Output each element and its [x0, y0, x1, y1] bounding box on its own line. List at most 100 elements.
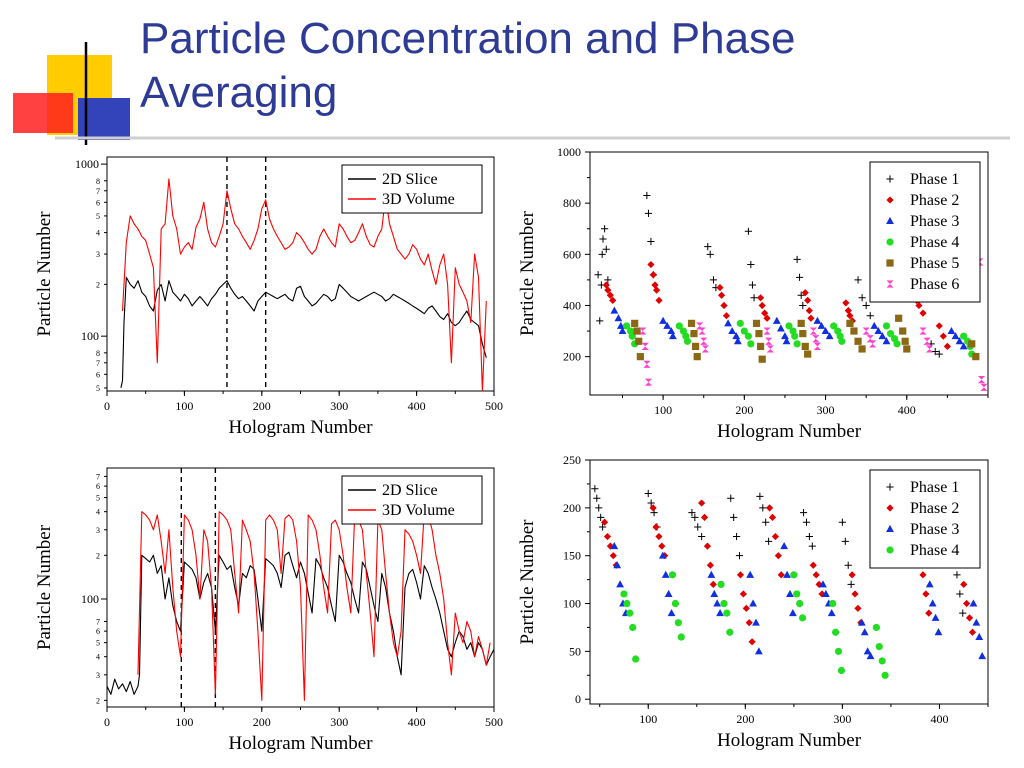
data-point: [960, 332, 968, 340]
x-tick-label: 200: [736, 712, 754, 726]
data-point: [733, 337, 742, 345]
data-point: [653, 286, 661, 294]
y-minor-tick-label: 6: [96, 482, 100, 491]
y-minor-tick-label: 6: [96, 198, 100, 207]
data-point: [801, 342, 809, 350]
data-point: [716, 283, 724, 292]
data-point: [781, 332, 789, 340]
y-minor-tick-label: 2: [96, 551, 100, 560]
data-point: [765, 504, 774, 512]
y-minor-tick-label: 7: [96, 359, 100, 368]
y-tick-label: 600: [563, 247, 581, 261]
data-point: [613, 561, 622, 569]
data-point: [777, 571, 785, 579]
data-point: [886, 330, 895, 338]
data-point: [878, 657, 886, 665]
data-point: [706, 561, 714, 569]
data-point: [596, 317, 604, 325]
data-point: [793, 255, 801, 264]
data-point: [758, 355, 766, 363]
data-point: [655, 532, 663, 541]
data-point: [851, 590, 859, 598]
data-point: [866, 652, 875, 660]
data-point: [643, 360, 651, 368]
data-point: [809, 561, 817, 569]
data-point: [943, 342, 951, 350]
data-point: [931, 613, 940, 621]
legend-marker: [886, 504, 894, 512]
data-point: [763, 314, 771, 322]
y-minor-tick-label: 6: [96, 627, 100, 636]
data-point: [603, 532, 612, 541]
data-point: [972, 353, 980, 361]
data-point: [870, 321, 879, 329]
x-tick-label: 400: [408, 399, 426, 413]
data-point: [740, 327, 748, 335]
data-point: [667, 608, 676, 617]
data-point: [818, 590, 826, 598]
legend-marker: [886, 216, 894, 224]
data-point: [899, 327, 907, 335]
data-point: [710, 589, 719, 597]
data-point: [723, 609, 731, 617]
data-point: [609, 296, 617, 304]
data-point: [706, 250, 714, 258]
data-point: [752, 618, 760, 626]
series-points-0: [594, 191, 943, 358]
plot-area: [594, 191, 988, 391]
y-minor-tick-label: 3: [96, 526, 100, 535]
x-tick-label: 500: [485, 715, 503, 729]
data-point: [978, 652, 987, 660]
y-minor-tick-label: 7: [96, 472, 100, 481]
data-point: [724, 319, 732, 327]
data-point: [808, 542, 816, 550]
legend-marker: [886, 546, 894, 554]
y-minor-tick-label: 8: [96, 349, 100, 358]
data-point: [644, 489, 652, 498]
data-point: [599, 235, 607, 243]
plot-frame: [589, 151, 989, 396]
data-point: [825, 332, 834, 340]
data-point: [793, 590, 801, 598]
y-tick-label: 150: [563, 549, 581, 563]
data-point: [749, 599, 757, 607]
data-point: [647, 499, 655, 507]
data-point: [647, 237, 655, 246]
data-point: [854, 337, 862, 345]
data-point: [675, 322, 683, 330]
data-point: [687, 319, 696, 327]
data-point: [599, 523, 607, 531]
series-points-2: [610, 306, 968, 350]
data-point: [925, 580, 934, 588]
legend-marker: [886, 524, 894, 532]
data-point: [895, 314, 903, 322]
data-point: [831, 628, 840, 636]
data-point: [691, 513, 699, 522]
data-point: [772, 316, 781, 324]
x-tick-label: 100: [639, 712, 657, 726]
data-point: [668, 332, 677, 340]
data-point: [593, 494, 601, 502]
x-tick-label: 400: [930, 712, 948, 726]
x-tick-label: 300: [330, 715, 348, 729]
y-tick-label: 1000: [75, 157, 99, 171]
data-point: [786, 589, 794, 597]
y-tick-label: 50: [569, 644, 581, 658]
data-point: [785, 322, 793, 330]
data-point: [631, 319, 639, 327]
data-point: [647, 260, 655, 269]
data-point: [636, 353, 644, 361]
data-point: [655, 296, 663, 304]
data-point: [641, 342, 649, 350]
data-point: [671, 599, 680, 608]
x-tick-label: 500: [485, 399, 503, 413]
x-axis-label: Hologram Number: [717, 730, 862, 751]
data-point: [698, 327, 706, 335]
y-tick-label: 800: [563, 196, 581, 210]
y-tick-label: 100: [81, 592, 99, 606]
data-point: [756, 342, 765, 350]
data-point: [969, 599, 978, 607]
data-point: [977, 376, 986, 384]
data-point: [947, 326, 956, 335]
data-point: [951, 332, 960, 340]
